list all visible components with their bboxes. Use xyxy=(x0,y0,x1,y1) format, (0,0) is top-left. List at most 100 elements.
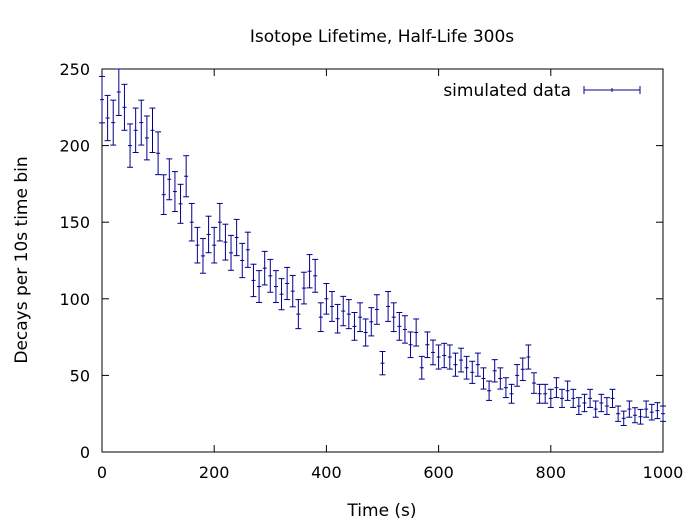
data-point xyxy=(441,342,448,369)
data-point xyxy=(357,302,364,333)
legend-label: simulated data xyxy=(443,81,571,101)
data-point xyxy=(564,380,571,401)
data-point xyxy=(284,266,291,301)
data-point xyxy=(525,344,532,370)
data-point xyxy=(486,380,493,401)
data-series xyxy=(99,68,666,426)
data-point xyxy=(581,393,588,413)
data-point xyxy=(497,367,504,390)
data-point xyxy=(615,405,622,422)
data-point xyxy=(631,407,638,424)
data-point xyxy=(536,383,543,404)
data-point xyxy=(317,302,324,333)
data-point xyxy=(620,410,627,426)
data-point xyxy=(99,75,105,124)
data-point xyxy=(155,131,162,176)
y-axis-label: Decays per 10s time bin xyxy=(12,156,32,363)
data-point xyxy=(188,202,195,242)
data-point xyxy=(480,367,487,390)
data-point xyxy=(575,397,582,415)
data-point xyxy=(250,263,257,298)
data-point xyxy=(547,388,554,408)
data-point xyxy=(340,295,347,327)
data-point xyxy=(171,171,178,213)
data-point xyxy=(239,242,246,279)
data-point xyxy=(110,99,117,146)
data-point xyxy=(452,352,459,377)
data-point xyxy=(396,312,403,341)
data-point xyxy=(334,303,341,334)
data-point xyxy=(530,372,537,394)
data-point xyxy=(256,270,263,303)
y-tick-label: 250 xyxy=(59,60,90,79)
data-point xyxy=(244,231,251,268)
data-point xyxy=(424,331,431,359)
data-point xyxy=(183,155,190,198)
data-point xyxy=(373,294,380,325)
data-point xyxy=(508,383,515,404)
data-point xyxy=(295,299,302,330)
data-point xyxy=(205,215,212,254)
x-axis: 0 200 400 600 800 1000 xyxy=(97,69,683,482)
data-point xyxy=(267,258,274,293)
data-point xyxy=(660,405,666,422)
data-point xyxy=(429,339,436,366)
data-point xyxy=(418,355,425,380)
legend: simulated data xyxy=(443,81,641,101)
data-point xyxy=(368,307,375,337)
data-point xyxy=(592,400,599,418)
data-point xyxy=(222,223,229,261)
data-point xyxy=(401,315,408,344)
chart-title: Isotope Lifetime, Half-Life 300s xyxy=(250,27,514,47)
data-point xyxy=(446,344,453,370)
data-point xyxy=(519,357,526,382)
data-point xyxy=(194,226,201,264)
x-tick-label: 1000 xyxy=(643,463,684,482)
y-tick-label: 100 xyxy=(59,290,90,309)
data-point xyxy=(261,250,268,286)
data-point xyxy=(160,174,167,215)
data-point xyxy=(385,291,392,322)
data-point xyxy=(177,183,184,224)
y-tick-label: 0 xyxy=(80,443,90,462)
data-point xyxy=(474,352,481,377)
data-point xyxy=(469,360,476,384)
data-point xyxy=(559,388,566,408)
data-point xyxy=(278,278,285,311)
data-point xyxy=(435,344,442,370)
data-point xyxy=(407,331,414,359)
data-point xyxy=(491,359,498,383)
x-axis-label: Time (s) xyxy=(346,501,416,521)
data-point xyxy=(609,388,616,408)
data-point xyxy=(413,318,420,347)
data-point xyxy=(149,107,156,153)
data-point xyxy=(312,258,319,293)
data-point xyxy=(542,383,549,404)
data-point xyxy=(115,68,122,116)
data-point xyxy=(143,115,150,161)
data-point xyxy=(289,274,296,308)
data-point xyxy=(199,238,206,274)
y-tick-label: 50 xyxy=(70,366,90,385)
data-point xyxy=(637,408,644,425)
data-point xyxy=(587,388,594,408)
data-point xyxy=(390,302,397,333)
x-tick-label: 200 xyxy=(199,463,230,482)
data-point xyxy=(514,364,521,387)
data-point xyxy=(362,318,369,347)
data-point xyxy=(502,377,509,399)
data-point xyxy=(329,291,336,322)
data-point xyxy=(626,400,633,418)
data-point xyxy=(648,403,655,421)
data-point xyxy=(570,388,577,408)
data-point xyxy=(345,299,352,330)
legend-key xyxy=(583,86,641,94)
data-point xyxy=(272,270,279,303)
data-point xyxy=(323,282,330,315)
x-tick-label: 800 xyxy=(536,463,567,482)
data-point xyxy=(300,271,307,305)
data-point xyxy=(211,226,218,264)
data-point xyxy=(603,397,610,415)
data-point xyxy=(553,377,560,399)
y-tick-label: 200 xyxy=(59,137,90,156)
